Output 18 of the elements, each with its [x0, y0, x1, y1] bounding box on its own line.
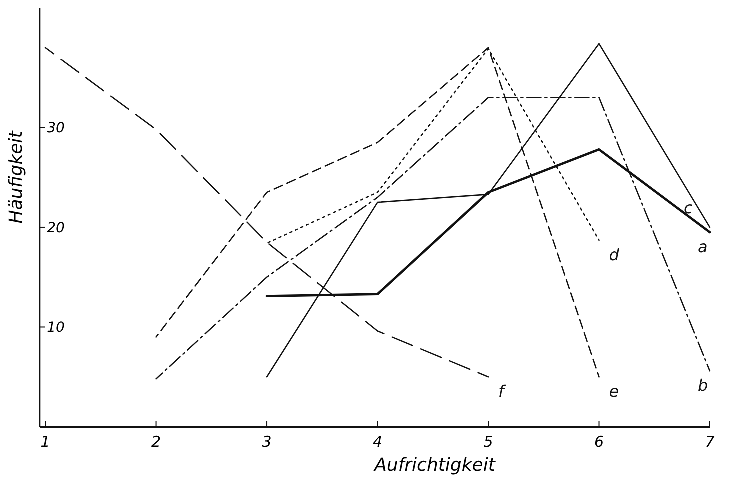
series-label: a [698, 237, 708, 256]
x-tick-label: 1 [40, 433, 50, 451]
series-label: b [698, 376, 708, 396]
y-tick-label: 20 [47, 220, 65, 236]
y-tick-label: 10 [47, 320, 65, 336]
x-tick-label: 2 [152, 433, 162, 451]
y-tick-label: 30 [47, 120, 65, 137]
series-label: e [609, 382, 620, 402]
x-tick-label: 3 [262, 433, 272, 451]
x-tick-label: 7 [705, 433, 716, 451]
series-label: c [684, 198, 693, 218]
x-tick-label: 5 [484, 433, 494, 451]
series-label: d [609, 245, 620, 264]
x-axis-title: Aufrichtigkeit [374, 455, 496, 476]
series-label: f [498, 382, 507, 402]
y-axis-title: Häufigkeit [6, 130, 27, 224]
x-tick-label: 6 [594, 433, 604, 451]
x-tick-label: 4 [372, 433, 383, 451]
